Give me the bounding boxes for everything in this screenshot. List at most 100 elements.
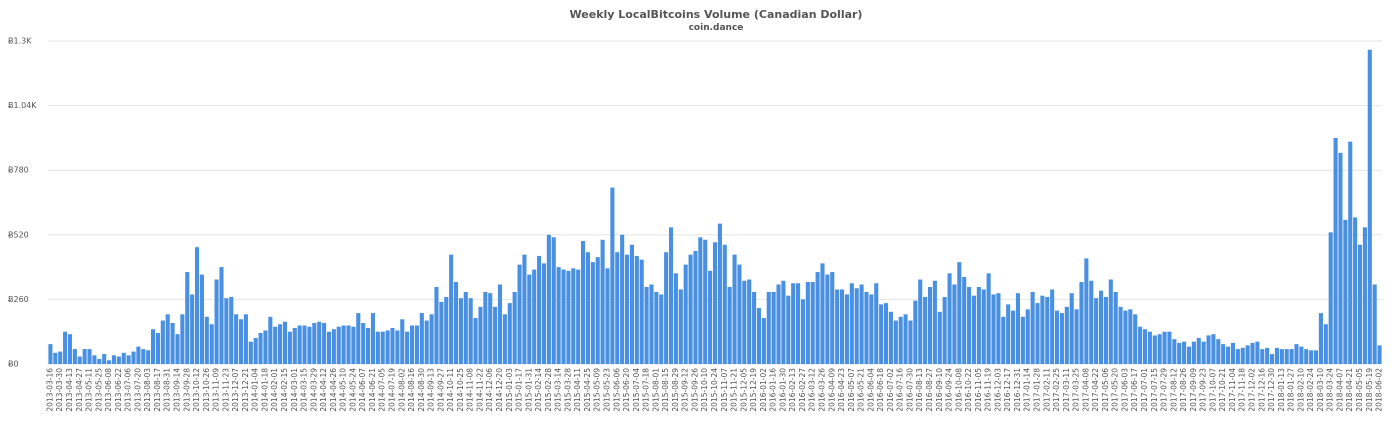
x-tick-label: 2014-07-19	[387, 368, 396, 412]
bar	[629, 244, 634, 364]
bar	[615, 252, 620, 364]
y-tick-label: Ƀ1.3K	[8, 37, 32, 46]
bar	[48, 344, 53, 364]
bar	[1133, 314, 1138, 364]
x-tick-label: 2018-03-10	[1316, 368, 1325, 412]
x-tick-label: 2014-04-12	[319, 368, 328, 412]
bar	[1054, 310, 1060, 364]
bar	[1226, 346, 1231, 364]
bar	[87, 349, 92, 364]
x-tick-label: 2017-07-15	[1150, 368, 1159, 412]
x-tick-label: 2015-11-21	[730, 368, 739, 412]
bar	[361, 323, 366, 364]
bar	[380, 331, 385, 364]
bar	[1353, 217, 1358, 364]
bar	[605, 268, 610, 364]
x-tick-label: 2014-12-06	[485, 368, 494, 412]
bar	[805, 282, 810, 364]
x-tick-label: 2018-05-05	[1355, 368, 1364, 412]
x-tick-label: 2014-10-25	[456, 368, 465, 412]
bar	[287, 331, 292, 364]
bar	[830, 272, 835, 364]
x-tick-label: 2015-08-15	[661, 368, 670, 412]
bar	[1230, 342, 1236, 364]
bar	[781, 280, 786, 364]
x-tick-label: 2014-10-11	[446, 368, 455, 412]
x-tick-label: 2017-12-02	[1248, 368, 1257, 412]
bar	[996, 293, 1001, 364]
x-tick-label: 2016-05-21	[857, 368, 866, 412]
bar	[1103, 296, 1108, 364]
bar	[1108, 279, 1113, 364]
x-tick-label: 2015-11-07	[720, 368, 729, 412]
bar	[1377, 345, 1382, 364]
bar	[815, 272, 820, 364]
bar	[796, 283, 801, 364]
bar	[346, 325, 351, 364]
bar	[927, 286, 933, 364]
bar	[497, 284, 503, 364]
x-tick-label: 2014-03-01	[290, 368, 299, 412]
bar	[1157, 334, 1162, 364]
x-tick-label: 2014-01-18	[260, 368, 269, 412]
x-tick-label: 2018-02-10	[1296, 368, 1305, 412]
x-tick-label: 2013-06-22	[114, 368, 123, 412]
bar	[1313, 350, 1319, 364]
bar	[273, 326, 278, 364]
bar	[864, 291, 869, 364]
bar	[234, 314, 239, 364]
bar	[874, 283, 879, 364]
bar	[1167, 331, 1172, 364]
x-tick-label: 2017-08-26	[1179, 368, 1188, 412]
bar	[429, 314, 434, 364]
x-tick-label: 2014-02-15	[280, 368, 289, 412]
x-tick-label: 2014-09-27	[436, 368, 445, 412]
bar	[932, 280, 937, 364]
bar	[649, 284, 654, 364]
x-tick-label: 2016-05-07	[847, 368, 856, 412]
bar	[512, 291, 517, 364]
bar	[1328, 232, 1333, 364]
bar	[595, 257, 600, 364]
x-tick-label: 2014-05-10	[339, 368, 348, 412]
x-tick-label: 2014-11-22	[475, 368, 484, 412]
x-tick-label: 2015-03-28	[563, 368, 572, 412]
x-tick-label: 2018-01-13	[1277, 368, 1286, 412]
bar	[776, 284, 781, 364]
x-tick-label: 2016-09-10	[935, 368, 944, 412]
bar	[659, 294, 664, 364]
y-tick-label: Ƀ1.04K	[8, 101, 37, 110]
bar	[58, 351, 63, 364]
bar	[502, 314, 507, 364]
bar	[1245, 345, 1250, 364]
y-tick-label: Ƀ260	[8, 295, 29, 304]
bar	[698, 237, 703, 364]
bar	[1211, 334, 1216, 364]
bar	[766, 291, 771, 364]
x-tick-label: 2017-04-08	[1081, 368, 1090, 412]
x-tick-label: 2015-07-04	[632, 368, 641, 412]
x-tick-label: 2013-09-14	[172, 368, 181, 412]
x-tick-label: 2015-07-18	[642, 368, 651, 412]
bar	[1274, 347, 1279, 364]
bar	[771, 291, 776, 364]
bar	[131, 351, 136, 364]
x-tick-label: 2013-11-09	[212, 368, 221, 412]
bar	[453, 282, 459, 364]
bar	[620, 234, 625, 364]
bar	[1216, 339, 1221, 364]
bar	[600, 239, 605, 364]
x-tick-label: 2016-09-24	[945, 368, 954, 412]
bar	[893, 320, 898, 364]
x-tick-label: 2013-03-30	[55, 368, 64, 412]
bar	[155, 332, 160, 364]
bar	[190, 294, 195, 364]
x-tick-label: 2015-06-06	[612, 368, 621, 412]
bar	[800, 299, 806, 364]
bar	[102, 354, 107, 364]
bar	[507, 303, 512, 364]
x-tick-label: 2015-06-20	[622, 368, 631, 412]
bar	[1299, 346, 1304, 364]
bar	[1074, 309, 1079, 364]
bar	[1113, 291, 1118, 364]
